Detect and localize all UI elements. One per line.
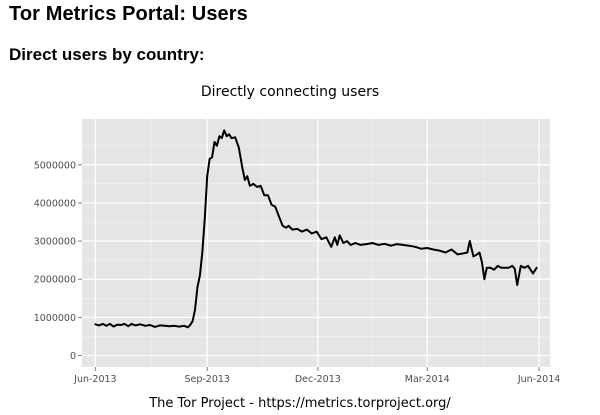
y-tick-label: 0: [70, 351, 76, 362]
y-tick-label: 4000000: [34, 198, 76, 209]
x-tick-label: Mar-2014: [405, 374, 450, 385]
section-title: Direct users by country:: [9, 45, 205, 64]
y-tick-label: 1000000: [34, 313, 76, 324]
x-axis: Jun-2013 Sep-2013 Dec-2013 Mar-2014 Jun-2014: [73, 367, 560, 385]
y-axis: 0 1000000 2000000 3000000 4000000 5000000: [34, 160, 82, 362]
x-tick-label: Sep-2013: [184, 374, 230, 385]
series-line-0: [94, 129, 538, 329]
y-tick-label: 3000000: [34, 237, 76, 248]
plot-panel: [82, 119, 550, 367]
x-tick-label: Jun-2013: [73, 374, 116, 385]
chart-title: Directly connecting users: [201, 84, 379, 100]
x-tick-label: Jun-2014: [517, 374, 560, 385]
page-title: Tor Metrics Portal: Users: [9, 3, 248, 25]
major-gridlines: [82, 119, 550, 367]
series-layer: [94, 129, 538, 329]
x-tick-label: Dec-2013: [295, 374, 341, 385]
footer-credit: The Tor Project - https://metrics.torpro…: [149, 396, 451, 411]
y-tick-label: 2000000: [34, 275, 76, 286]
y-tick-label: 5000000: [34, 160, 76, 171]
